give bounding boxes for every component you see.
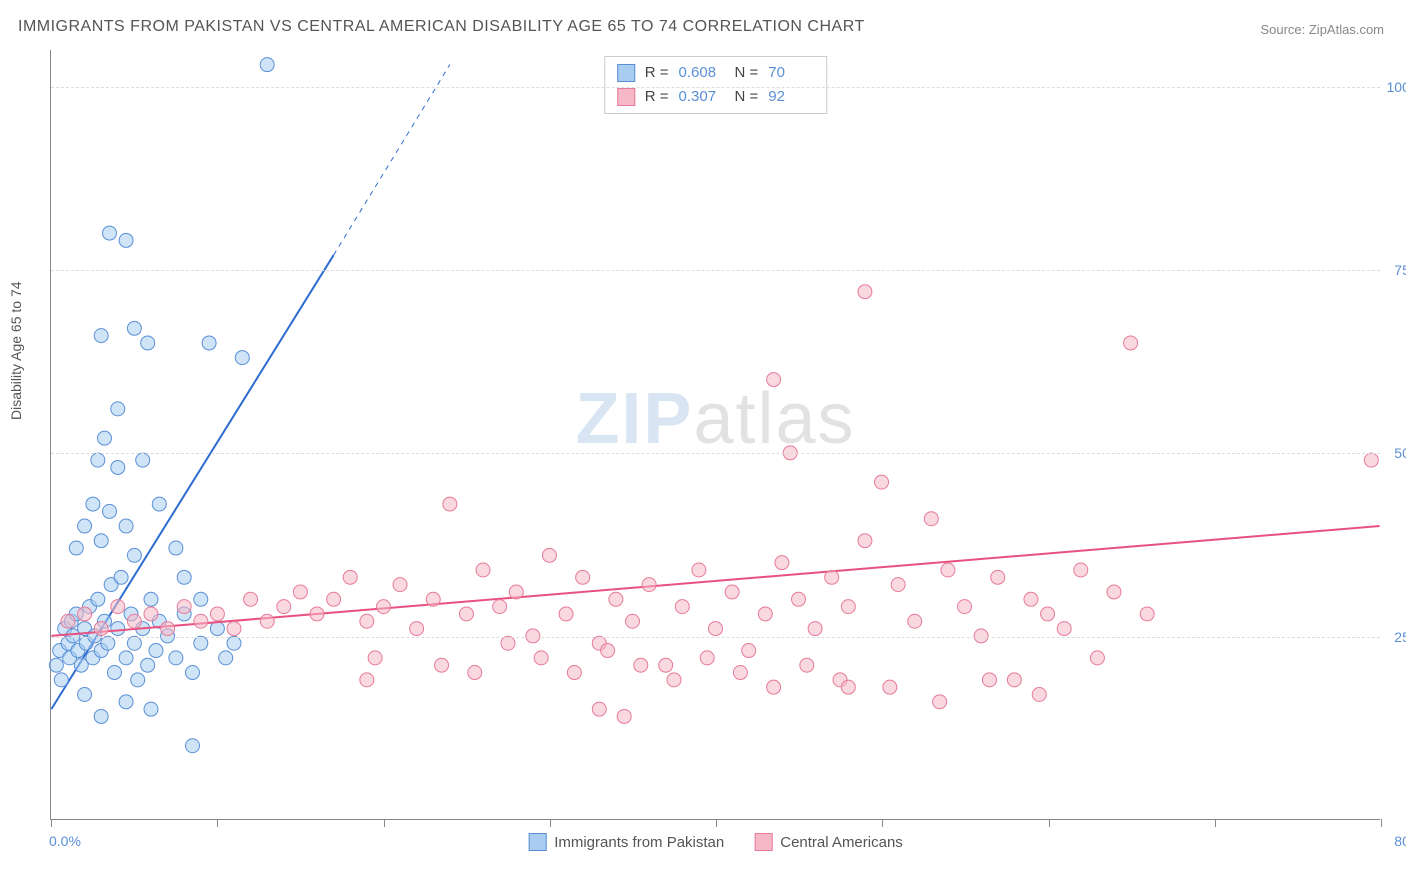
- gridline: [51, 270, 1380, 271]
- x-tick: [1381, 819, 1382, 827]
- swatch-series-0: [617, 64, 635, 82]
- gridline: [51, 637, 1380, 638]
- x-tick: [716, 819, 717, 827]
- legend-label-0: Immigrants from Pakistan: [554, 834, 724, 851]
- r-label: R =: [645, 85, 669, 109]
- x-tick: [384, 819, 385, 827]
- x-tick: [882, 819, 883, 827]
- x-tick: [1049, 819, 1050, 827]
- r-label: R =: [645, 61, 669, 85]
- x-min-label: 0.0%: [49, 833, 81, 849]
- correlation-legend: R = 0.608 N = 70 R = 0.307 N = 92: [604, 56, 828, 114]
- y-tick-label: 75.0%: [1394, 262, 1406, 278]
- n-value-0: 70: [768, 61, 814, 85]
- series-legend: Immigrants from Pakistan Central America…: [528, 833, 903, 851]
- plot-area: ZIPatlas R = 0.608 N = 70 R = 0.307 N = …: [50, 50, 1380, 820]
- n-label: N =: [735, 61, 759, 85]
- legend-label-1: Central Americans: [780, 834, 903, 851]
- y-tick-label: 25.0%: [1394, 629, 1406, 645]
- y-tick-label: 100.0%: [1387, 79, 1406, 95]
- x-tick: [550, 819, 551, 827]
- chart-title: IMMIGRANTS FROM PAKISTAN VS CENTRAL AMER…: [18, 18, 865, 36]
- x-tick: [1215, 819, 1216, 827]
- chart-svg: [51, 50, 1380, 819]
- gridline: [51, 453, 1380, 454]
- legend-swatch-0: [528, 833, 546, 851]
- source-label: Source: ZipAtlas.com: [1260, 22, 1384, 37]
- n-value-1: 92: [768, 85, 814, 109]
- legend-row-series-1: R = 0.307 N = 92: [617, 85, 815, 109]
- gridline: [51, 87, 1380, 88]
- n-label: N =: [735, 85, 759, 109]
- x-tick: [51, 819, 52, 827]
- x-tick: [217, 819, 218, 827]
- y-axis-label: Disability Age 65 to 74: [8, 281, 24, 420]
- legend-item-1: Central Americans: [754, 833, 903, 851]
- r-value-0: 0.608: [679, 61, 725, 85]
- x-max-label: 80.0%: [1394, 833, 1406, 849]
- legend-row-series-0: R = 0.608 N = 70: [617, 61, 815, 85]
- r-value-1: 0.307: [679, 85, 725, 109]
- swatch-series-1: [617, 88, 635, 106]
- legend-swatch-1: [754, 833, 772, 851]
- legend-item-0: Immigrants from Pakistan: [528, 833, 724, 851]
- y-tick-label: 50.0%: [1394, 445, 1406, 461]
